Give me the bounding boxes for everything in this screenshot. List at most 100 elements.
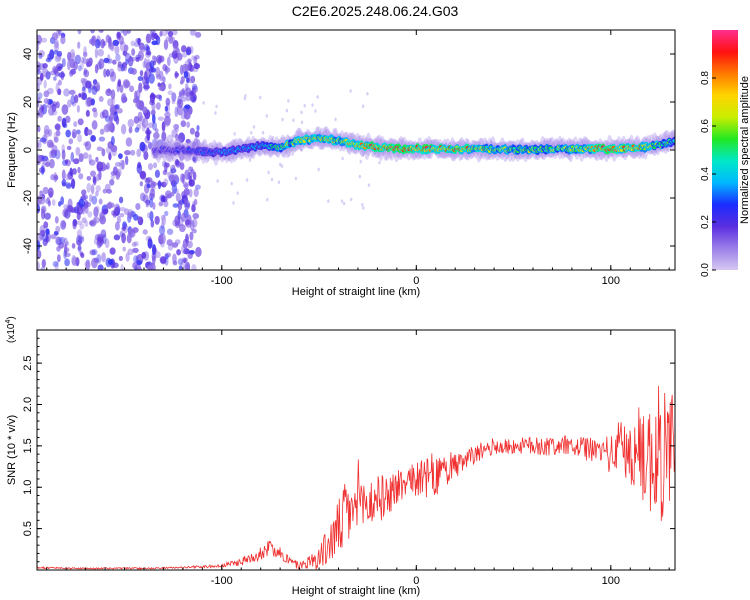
noise-blob [51, 65, 59, 73]
noise-blob [106, 88, 112, 94]
noise-blob [342, 201, 346, 206]
noise-blob [39, 137, 47, 143]
colorbar-ticks: 0.0 0.2 0.4 0.6 0.8 [700, 71, 716, 277]
noise-blob [46, 196, 51, 202]
noise-blob [95, 156, 99, 163]
noise-blob [101, 148, 106, 157]
noise-blob [171, 242, 179, 248]
noise-blob [340, 199, 344, 203]
noise-blob [113, 234, 121, 241]
noise-blob [90, 184, 95, 195]
noise-blob [163, 119, 171, 127]
noise-blob [139, 69, 144, 77]
noise-blob [85, 109, 90, 117]
noise-blob [55, 30, 60, 39]
noise-blob [167, 30, 174, 37]
noise-blob [378, 160, 381, 165]
noise-blob [186, 240, 193, 249]
noise-blob [361, 202, 364, 207]
noise-blob [174, 70, 178, 79]
noise-blob [91, 195, 98, 205]
noise-blob [137, 76, 144, 82]
noise-blob [149, 60, 155, 69]
noise-blob [53, 49, 59, 55]
noise-blob [54, 262, 59, 270]
noise-blob [114, 221, 120, 231]
noise-blob [125, 252, 130, 262]
noise-blob [167, 171, 174, 179]
noise-blob [41, 206, 46, 214]
noise-blob [215, 104, 218, 109]
noise-blob [37, 142, 40, 148]
noise-blob [184, 199, 191, 210]
noise-blob [85, 58, 90, 68]
noise-blob [126, 30, 131, 34]
noise-blob [195, 138, 201, 147]
spectrogram-y-label: Frequency (Hz) [6, 112, 18, 188]
noise-blob [281, 117, 284, 122]
snr-y-tick-label: 1.5 [22, 438, 34, 453]
noise-blob [40, 105, 45, 111]
noise-blob [163, 178, 169, 186]
noise-blob [106, 121, 114, 132]
noise-blob [154, 215, 160, 225]
noise-blob [101, 148, 105, 156]
noise-blob [192, 212, 200, 219]
noise-blob [230, 181, 233, 186]
noise-blob [271, 135, 275, 140]
noise-blob [53, 76, 57, 81]
noise-blob [64, 159, 71, 167]
noise-blob [193, 188, 199, 198]
noise-blob [149, 188, 156, 198]
noise-blob [40, 37, 48, 43]
noise-blob [161, 214, 167, 226]
noise-blob [77, 134, 82, 143]
noise-blob [147, 122, 154, 128]
noise-blob [138, 42, 145, 51]
noise-blob [115, 168, 122, 178]
noise-blob [135, 102, 141, 108]
noise-blob [91, 249, 98, 256]
noise-blob [40, 266, 46, 270]
noise-blob [43, 98, 50, 105]
noise-blob [131, 241, 137, 248]
noise-blob [119, 212, 125, 218]
noise-blob [303, 103, 306, 108]
noise-blob [93, 206, 99, 218]
noise-blob [193, 62, 200, 70]
noise-blob [84, 220, 89, 228]
noise-blob [142, 229, 148, 235]
noise-blob [45, 234, 49, 244]
noise-blob [139, 171, 146, 179]
spectrogram-x-tick-label: 100 [602, 275, 620, 287]
noise-blob [177, 258, 184, 266]
noise-blob [292, 118, 295, 123]
noise-blob [100, 38, 105, 49]
noise-blob [167, 90, 174, 96]
noise-blob [55, 82, 60, 93]
noise-blob [248, 158, 252, 162]
noise-blob [39, 104, 44, 113]
noise-blob [244, 93, 247, 98]
noise-blob [63, 250, 67, 260]
noise-blob [188, 166, 194, 172]
noise-blob [300, 110, 303, 115]
noise-blob [135, 203, 141, 211]
noise-blob [181, 173, 185, 184]
noise-blob [261, 130, 265, 135]
noise-blob [131, 68, 137, 75]
noise-blob [54, 174, 59, 181]
ridge-core [672, 139, 675, 143]
noise-blob [87, 211, 93, 218]
noise-blob [78, 173, 84, 180]
noise-blob [86, 182, 92, 193]
noise-blob [106, 162, 110, 170]
noise-blob [184, 104, 191, 109]
noise-blob [129, 211, 136, 217]
noise-blob [132, 247, 139, 254]
noise-blob [183, 188, 190, 196]
noise-blob [151, 255, 156, 266]
noise-blob [202, 101, 205, 105]
noise-blob [66, 99, 72, 108]
noise-blob [128, 126, 133, 134]
